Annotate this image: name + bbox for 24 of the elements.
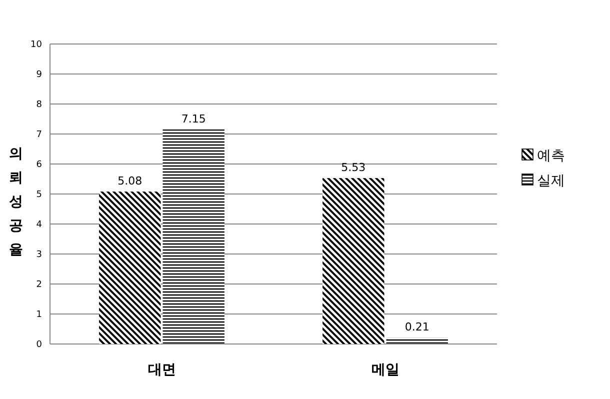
- y-tick-label: 7: [36, 130, 42, 140]
- data-label: 5.08: [118, 174, 142, 188]
- data-label: 5.53: [341, 161, 366, 174]
- y-tick-label: 2: [36, 280, 42, 290]
- y-tick-label: 9: [36, 70, 42, 80]
- y-tick-label: 10: [30, 40, 42, 50]
- y-tick-label: 8: [36, 100, 42, 110]
- y-axis-title: 의뢰성공율: [9, 146, 23, 258]
- x-tick-label: 대면: [148, 362, 176, 378]
- data-label: 0.21: [404, 320, 430, 334]
- bar: [99, 192, 161, 344]
- bar: [162, 130, 224, 344]
- y-tick-label: 5: [36, 190, 42, 200]
- bar: [386, 338, 448, 344]
- x-tick-label: 메일: [371, 362, 400, 378]
- y-tick-label: 6: [36, 160, 42, 170]
- legend-label: 예측: [537, 148, 565, 164]
- y-tick-label: 3: [36, 250, 42, 260]
- y-tick-label: 4: [36, 220, 42, 230]
- bar: [322, 178, 384, 344]
- data-label: 7.15: [181, 112, 206, 126]
- y-tick-label: 0: [36, 340, 42, 350]
- legend-label: 실제: [537, 172, 565, 189]
- y-tick-label: 1: [36, 310, 42, 320]
